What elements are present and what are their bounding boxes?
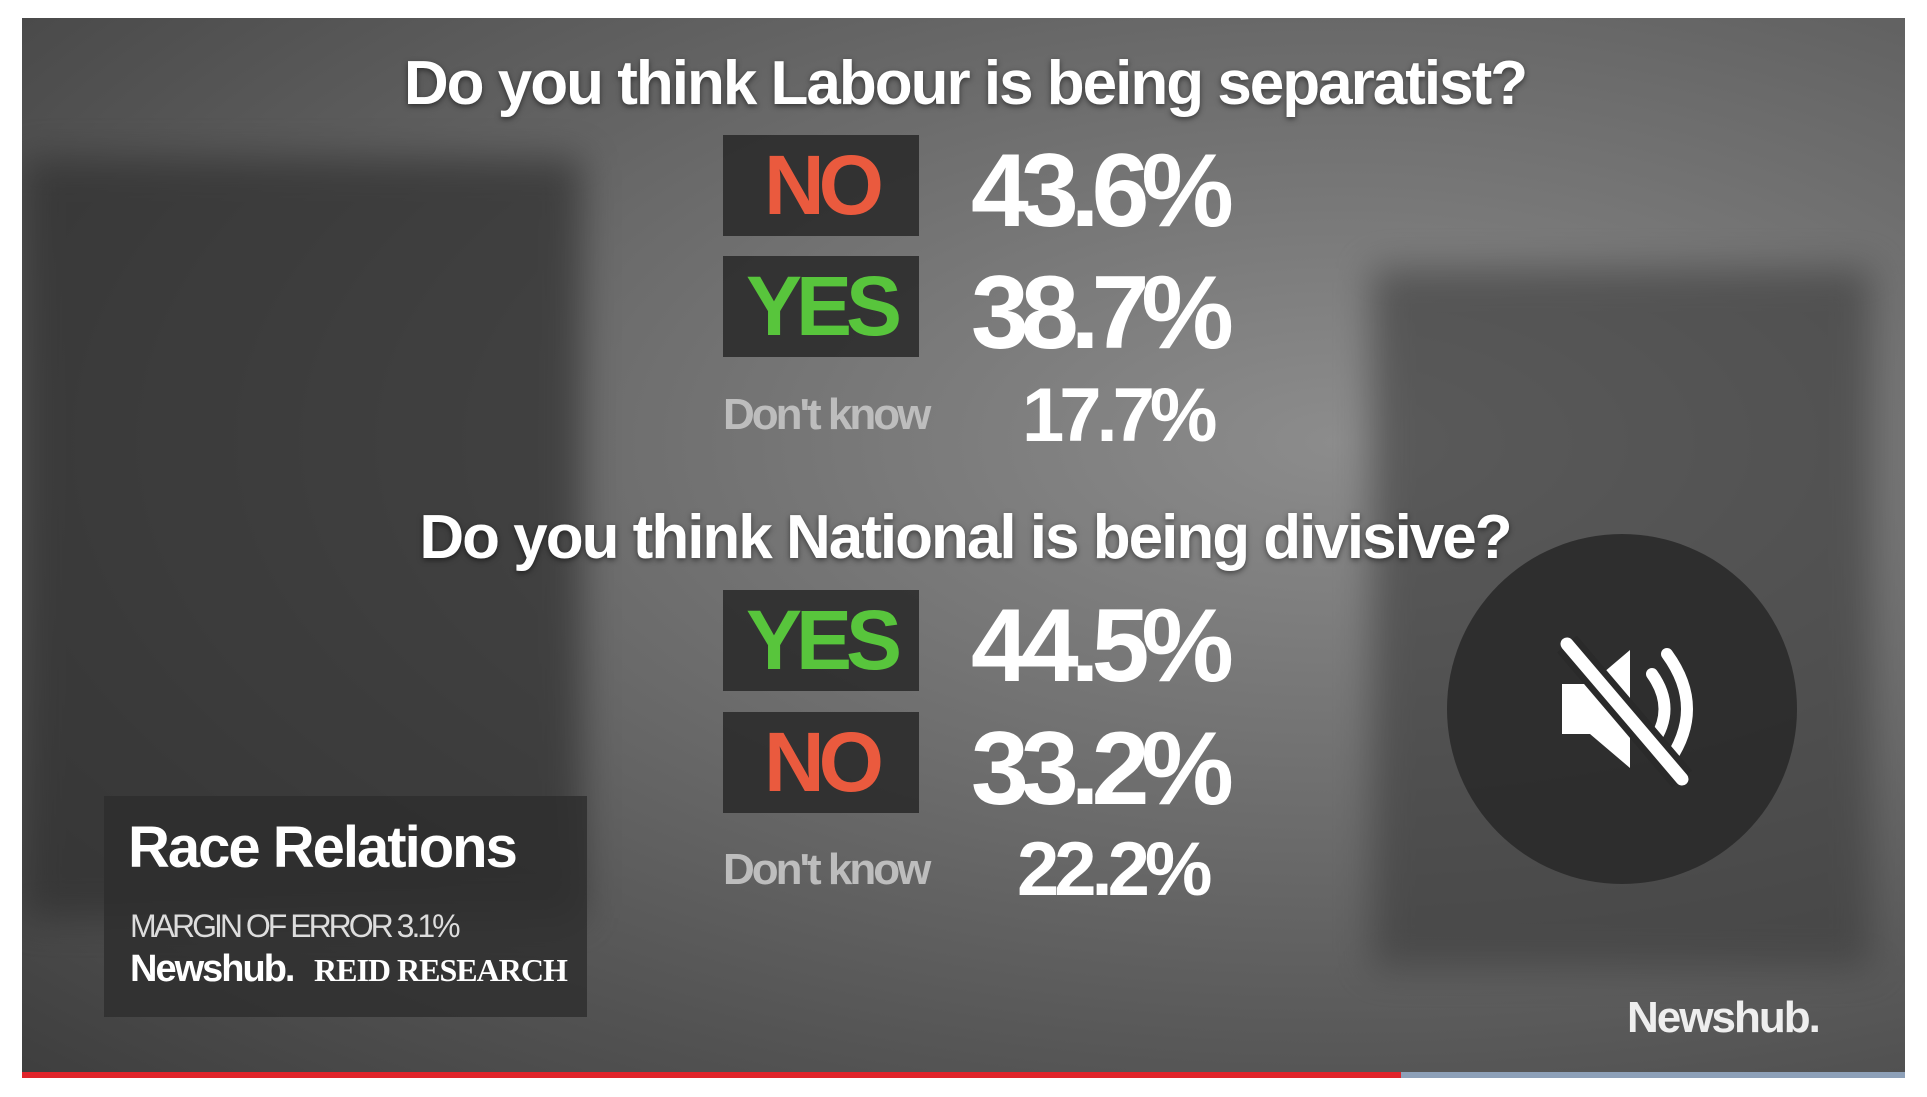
answer-label: YES [723,590,919,691]
answer-value: 43.6% [971,133,1234,249]
progress-played[interactable] [22,1072,1401,1078]
answer-label: NO [723,135,919,236]
source: Newshub. [130,948,295,990]
info-title: Race Relations [128,815,518,880]
answer-label: Don't know [723,390,931,439]
margin-of-error: MARGIN OF ERROR 3.1% [130,908,461,944]
answer-label: NO [723,712,919,813]
answer-label: Don't know [723,845,931,894]
answer-value: 22.2% [1017,827,1212,912]
slash [1560,637,1689,786]
background-building [22,158,582,918]
watermark: Newshub. [1627,993,1821,1042]
video-frame[interactable]: Do you think Labour is being separatist?… [22,18,1905,1078]
question-title: Do you think Labour is being separatist? [403,49,1528,118]
info-box: Race Relations MARGIN OF ERROR 3.1% News… [104,796,587,1017]
answer-value: 17.7% [1022,373,1217,458]
question-title: Do you think National is being divisive? [419,503,1512,572]
answer-value: 33.2% [971,711,1234,827]
partner: REID RESEARCH [314,952,568,988]
answer-value: 38.7% [971,255,1234,371]
progress-remaining[interactable] [1401,1072,1905,1078]
answer-label: YES [723,256,919,357]
mute-button[interactable] [1447,534,1797,884]
answer-value: 44.5% [971,588,1234,704]
